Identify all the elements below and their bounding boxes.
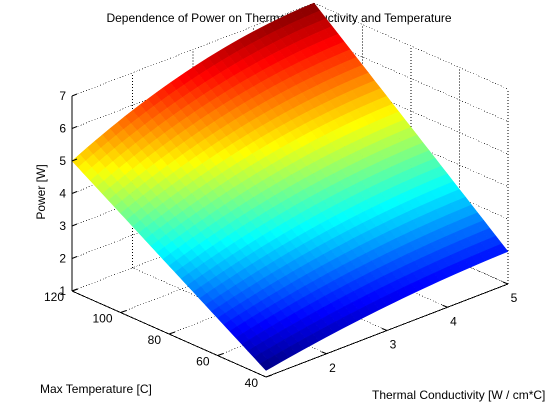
chart-title: Dependence of Power on Thermal Conductiv… — [106, 11, 451, 25]
z-tick-label: 6 — [59, 122, 66, 136]
y-axis-label: Max Temperature [C] — [40, 382, 152, 396]
y-tick-mark — [120, 310, 127, 313]
z-tick-mark — [71, 256, 78, 259]
y-tick-mark — [217, 353, 224, 356]
x-tick-label: 3 — [390, 338, 397, 352]
z-tick-label: 2 — [59, 252, 66, 266]
z-tick-label: 7 — [59, 89, 66, 103]
y-tick-mark — [71, 288, 79, 292]
z-tick-mark — [71, 93, 78, 97]
x-tick-mark — [502, 281, 509, 285]
x-tick-label: 2 — [329, 361, 336, 375]
y-tick-label: 120 — [44, 290, 64, 304]
y-tick-mark — [168, 331, 176, 335]
z-tick-label: 5 — [59, 154, 66, 168]
z-tick-label: 4 — [59, 187, 66, 201]
x-axis-label: Thermal Conductivity [W / cm*C] — [372, 388, 545, 402]
x-tick-label: 4 — [450, 314, 457, 328]
y-tick-label: 100 — [92, 312, 112, 326]
z-tick-mark — [71, 158, 78, 162]
tick-labels: 1 2 3 4 5 6 7 40 60 80 100 120 2 3 4 5 — [44, 89, 518, 390]
z-tick-mark — [71, 223, 78, 227]
z-tick-mark — [71, 126, 78, 129]
z-tick-label: 1 — [59, 284, 66, 298]
y-tick-label: 40 — [245, 376, 259, 390]
surface — [71, 2, 509, 371]
x-tick-label: 5 — [511, 291, 518, 305]
z-tick-label: 3 — [59, 219, 66, 233]
y-tick-mark — [265, 374, 273, 378]
z-axis-label: Power [W] — [34, 164, 48, 219]
grid-line — [71, 2, 315, 97]
z-tick-mark — [71, 191, 78, 194]
x-tick-mark — [442, 304, 448, 308]
y-tick-label: 80 — [148, 333, 162, 347]
x-tick-mark — [321, 351, 327, 355]
surface-patch — [259, 359, 274, 371]
y-tick-label: 60 — [196, 355, 210, 369]
x-tick-mark — [381, 328, 388, 331]
